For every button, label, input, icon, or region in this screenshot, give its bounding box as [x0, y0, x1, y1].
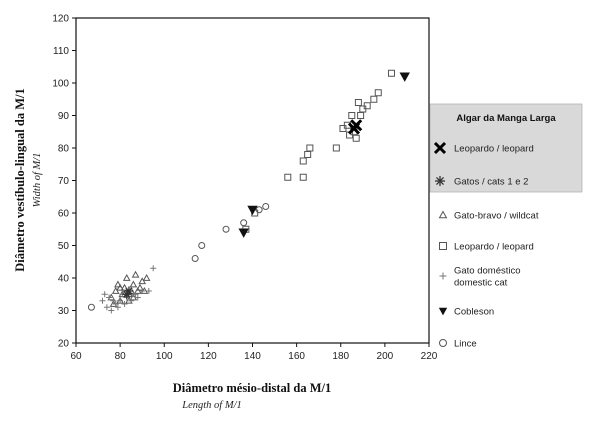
- point-lynx: [87, 303, 95, 311]
- point-leopard: [352, 134, 360, 142]
- y-tick-label: 20: [58, 339, 70, 350]
- legend-marker-domestic-cat: [439, 272, 447, 280]
- point-leopard: [387, 69, 395, 77]
- y-tick-label: 40: [58, 274, 70, 285]
- legend-marker-lynx: [439, 339, 447, 347]
- legend-marker-leopard: [439, 242, 447, 250]
- point-domestic-cat: [121, 301, 128, 307]
- x-tick-label: 200: [377, 351, 394, 362]
- point-leopard: [363, 102, 371, 110]
- point-domestic-cat: [134, 294, 141, 301]
- point-domestic-cat: [106, 294, 113, 301]
- point-wildcat: [116, 283, 124, 291]
- point-domestic-cat: [110, 297, 117, 304]
- point-leopard: [306, 144, 314, 152]
- y-tick-label: 30: [58, 306, 70, 317]
- point-domestic-cat: [101, 291, 108, 298]
- point-domestic-cat: [139, 288, 146, 294]
- point-domestic-cat: [114, 304, 121, 311]
- legend-label-leopard-algar: Leopardo / leopard: [454, 144, 534, 155]
- point-wildcat: [120, 283, 129, 291]
- legend: Algar da Manga Larga Leopardo / leopard G…: [429, 103, 583, 350]
- point-leopard: [348, 112, 356, 119]
- legend-label-lynx: Lince: [454, 339, 477, 350]
- point-wildcat: [129, 280, 138, 288]
- legend-label-domestic-cat: Gato doméstico domestic cat: [454, 266, 521, 289]
- legend-group-box: [429, 103, 583, 193]
- x-axis-title: Diâmetro mésio-distal da M/1: [173, 381, 331, 395]
- point-wildcat: [122, 273, 131, 281]
- point-leopard: [299, 157, 307, 165]
- point-cat-algar: [124, 286, 134, 296]
- y-tick-label: 90: [58, 111, 70, 122]
- x-tick-label: 100: [156, 351, 173, 362]
- point-wildcat: [111, 286, 120, 294]
- point-leopard: [304, 151, 312, 158]
- legend-marker-wildcat: [438, 210, 448, 219]
- point-lynx: [262, 203, 270, 210]
- legend-label-cat-algar: Gatos / cats 1 e 2: [454, 177, 528, 188]
- data-points: [87, 69, 410, 314]
- legend-marker-cat-algar: [435, 176, 445, 186]
- point-leopard: [370, 95, 378, 103]
- y-tick-label: 80: [58, 144, 70, 155]
- y-axis-ticks: 20 30 40 50 60 70 80 90 100 110 120: [52, 14, 76, 350]
- x-tick-label: 120: [200, 351, 217, 362]
- point-leopard: [299, 173, 307, 181]
- x-tick-label: 140: [244, 351, 261, 362]
- y-axis-title: Diâmetro vestíbulo-lingual da M/1: [13, 88, 27, 271]
- point-wildcat: [142, 273, 151, 281]
- point-domestic-cat: [99, 297, 106, 304]
- y-tick-label: 60: [58, 209, 70, 220]
- x-tick-label: 180: [332, 351, 349, 362]
- point-domestic-cat: [150, 265, 157, 272]
- point-domestic-cat: [145, 288, 152, 294]
- point-leopard: [332, 144, 340, 152]
- point-wildcat: [136, 283, 144, 291]
- x-axis-subtitle: Length of M/1: [181, 400, 242, 411]
- legend-label-leopard: Leopardo / leopard: [454, 242, 534, 253]
- point-leopard: [374, 89, 382, 97]
- point-cheetah: [247, 205, 258, 216]
- point-wildcat: [131, 270, 140, 278]
- y-tick-label: 100: [52, 79, 69, 90]
- legend-marker-cheetah: [438, 307, 448, 316]
- point-wildcat: [114, 280, 122, 288]
- point-domestic-cat: [128, 297, 135, 304]
- point-leopard: [284, 173, 292, 181]
- point-lynx: [222, 225, 230, 233]
- x-tick-label: 160: [288, 351, 305, 362]
- point-domestic-cat: [108, 307, 115, 314]
- point-domestic-cat: [112, 301, 119, 307]
- point-lynx: [191, 255, 199, 262]
- y-tick-label: 50: [58, 241, 70, 252]
- legend-marker-leopard-algar: [433, 141, 447, 155]
- point-domestic-cat: [103, 304, 110, 311]
- point-leopard: [357, 112, 365, 119]
- y-tick-label: 70: [58, 176, 70, 187]
- point-cheetah: [238, 228, 249, 238]
- x-tick-label: 80: [115, 351, 127, 362]
- y-tick-label: 110: [53, 46, 69, 57]
- point-leopard-algar: [350, 119, 363, 132]
- y-tick-label: 120: [52, 14, 69, 25]
- legend-label-cheetah: Cobleson: [454, 307, 494, 318]
- x-tick-label: 60: [70, 351, 82, 362]
- legend-group-title: Algar da Manga Larga: [456, 113, 556, 124]
- point-lynx: [198, 242, 206, 249]
- y-axis-subtitle: Width of M/1: [32, 153, 43, 208]
- point-leopard: [354, 99, 362, 106]
- x-axis-ticks: 60 80 100 120 140 160 180 200 220: [70, 343, 438, 362]
- legend-label-wildcat: Gato-bravo / wildcat: [454, 211, 539, 222]
- point-domestic-cat: [117, 297, 124, 304]
- point-lynx: [240, 219, 248, 227]
- point-cheetah: [399, 72, 410, 82]
- point-wildcat: [138, 277, 147, 285]
- x-tick-label: 220: [421, 351, 438, 362]
